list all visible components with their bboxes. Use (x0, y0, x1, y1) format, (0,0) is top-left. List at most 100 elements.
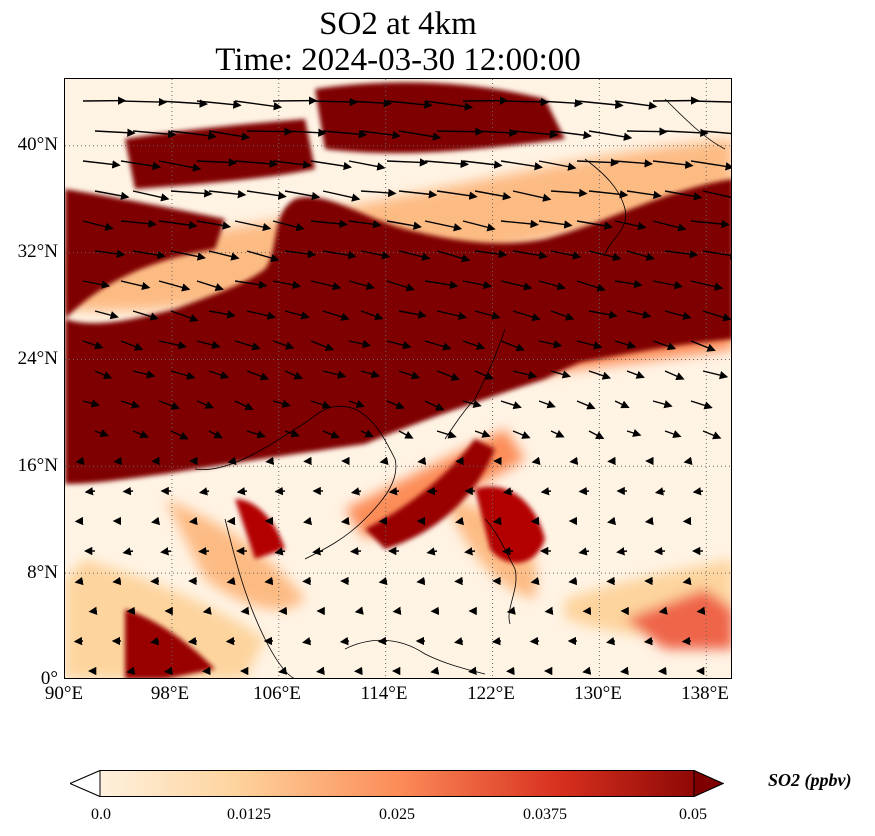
wind-arrow-289 (88, 606, 98, 615)
wind-arrow-325 (164, 666, 173, 675)
wind-arrow-152 (690, 340, 716, 352)
wind-arrow-76 (386, 220, 422, 230)
wind-arrow-35 (120, 160, 162, 171)
wind-arrow-305 (696, 606, 706, 615)
wind-arrow-124 (284, 310, 310, 320)
wind-arrow-119 (94, 310, 119, 320)
wind-arrow-252 (607, 516, 617, 526)
wind-arrow-222 (122, 486, 134, 496)
wind-arrow-179 (424, 400, 445, 411)
wind-arrow-88 (208, 250, 240, 261)
wind-arrow-184 (614, 400, 630, 409)
wind-arrow-134 (664, 310, 692, 320)
wind-arrow-39 (272, 160, 312, 169)
wind-arrow-208 (227, 456, 237, 465)
wind-arrow-27 (474, 128, 518, 138)
wind-arrow-30 (588, 130, 633, 141)
wind-arrow-48 (614, 159, 653, 168)
wind-arrow-248 (455, 516, 465, 526)
wind-arrow-292 (202, 606, 212, 615)
wind-arrow-160 (360, 370, 381, 379)
wind-arrow-209 (265, 456, 275, 466)
wind-arrow-162 (436, 370, 460, 381)
wind-arrow-149 (576, 340, 603, 350)
wind-arrow-296 (354, 606, 364, 615)
lat-tick-8: 8°N (27, 562, 58, 583)
wind-arrow-102 (82, 280, 111, 289)
lon-tick-114: 114°E (360, 683, 408, 704)
wind-arrow-72 (234, 220, 272, 232)
wind-arrow-164 (512, 370, 538, 380)
wind-arrow-205 (113, 456, 123, 466)
wind-arrow-40 (310, 160, 352, 171)
wind-arrow-301 (544, 606, 554, 615)
wind-arrow-175 (272, 399, 291, 408)
korea-coast (584, 158, 627, 255)
wind-arrow-266 (502, 546, 514, 556)
wind-arrow-241 (188, 516, 198, 526)
lon-tick-138: 138°E (681, 683, 729, 704)
wind-arrow-240 (151, 516, 161, 526)
wind-arrow-26 (436, 127, 484, 136)
wind-arrow-332 (430, 666, 440, 675)
lon-tick-90: 90°E (44, 683, 84, 704)
wind-arrow-33 (702, 130, 731, 135)
wind-arrow-73 (272, 220, 305, 232)
wind-arrow-36 (158, 160, 202, 172)
so2-high-field (65, 82, 731, 678)
wind-arrow-69 (120, 219, 157, 228)
colorbar-body (70, 770, 724, 797)
wind-arrow-213 (417, 456, 427, 466)
wind-arrow-79 (500, 219, 539, 229)
colorbar-label: SO2 (ppbv) (768, 770, 852, 790)
wind-arrow-126 (360, 310, 384, 321)
wind-arrow-24 (360, 130, 401, 140)
wind-arrow-52 (132, 190, 170, 202)
wind-arrow-193 (322, 430, 340, 439)
wind-arrow-159 (322, 370, 347, 379)
wind-arrow-322 (681, 636, 692, 646)
wind-arrow-100 (664, 249, 699, 259)
wind-arrow-237 (692, 487, 704, 496)
china-coast (444, 328, 506, 440)
wind-arrow-38 (234, 159, 278, 168)
wind-arrow-198 (512, 430, 531, 439)
wind-arrow-128 (436, 310, 468, 320)
wind-arrow-114 (538, 280, 566, 291)
wind-arrow-57 (322, 190, 361, 202)
wind-arrow-83 (652, 220, 687, 232)
wind-arrow-310 (225, 636, 236, 646)
wind-arrow-82 (614, 220, 647, 231)
wind-arrow-309 (187, 636, 198, 646)
wind-arrow-14 (614, 100, 658, 110)
wind-arrow-318 (529, 636, 540, 646)
wind-arrow-157 (246, 370, 270, 381)
wind-arrow-80 (538, 220, 573, 229)
wind-arrow-230 (426, 486, 438, 496)
wind-arrow-190 (208, 430, 223, 439)
wind-arrow-18 (132, 129, 177, 139)
wind-arrow-249 (492, 516, 502, 526)
wind-arrow-189 (170, 430, 189, 440)
wind-arrow-34 (82, 160, 121, 169)
wind-arrow-203 (702, 430, 722, 440)
wind-arrow-60 (436, 190, 478, 200)
wind-arrow-185 (652, 400, 673, 409)
wind-arrow-154 (132, 370, 156, 379)
wind-arrow-144 (386, 340, 412, 350)
wind-arrow-229 (388, 487, 400, 496)
wind-arrow-187 (94, 429, 109, 438)
wind-arrow-148 (538, 340, 563, 349)
map-subtitle-time: Time: 2024-03-30 12:00:00 (215, 42, 581, 78)
wind-arrow-58 (360, 188, 397, 198)
wind-arrow-153 (94, 370, 113, 379)
lat-tick-16: 16°N (17, 455, 58, 476)
wind-arrow-180 (462, 399, 482, 408)
wind-arrow-202 (664, 430, 682, 439)
wind-arrow-316 (454, 637, 464, 646)
wind-arrow-262 (350, 546, 362, 556)
wind-arrow-142 (310, 340, 335, 351)
wind-arrow-133 (626, 310, 652, 319)
wind-arrow-94 (436, 250, 471, 263)
wind-arrow-313 (339, 636, 350, 646)
